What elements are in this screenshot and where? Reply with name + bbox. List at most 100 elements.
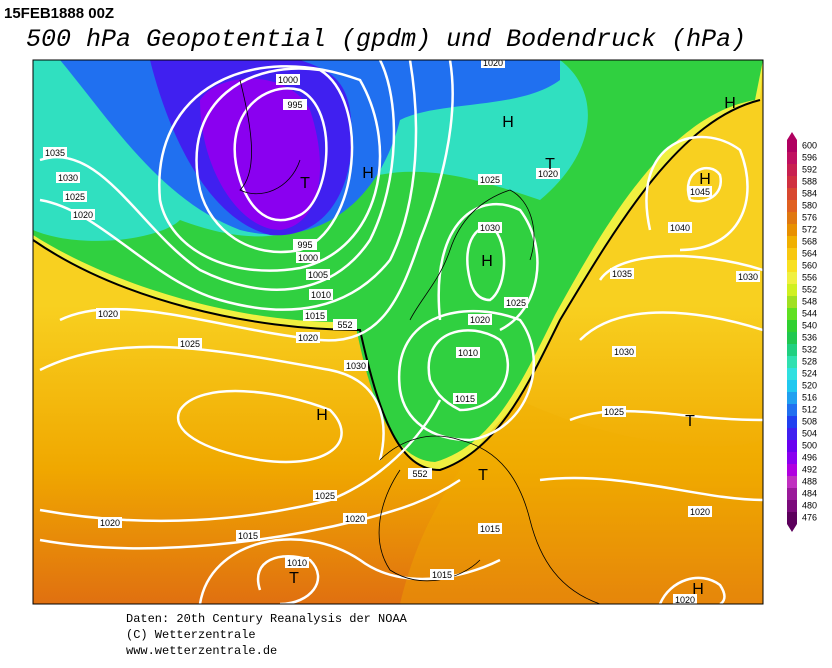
pressure-label: 1005 xyxy=(308,270,328,280)
pressure-center: T xyxy=(545,156,555,173)
colorbar-swatch xyxy=(787,464,797,476)
pressure-label: 1015 xyxy=(238,531,258,541)
label-box xyxy=(504,297,528,308)
colorbar-label: 480 xyxy=(802,500,817,510)
pressure-label: 995 xyxy=(297,240,312,250)
colorbar-label: 512 xyxy=(802,404,817,414)
pressure-labels: 1020 1000 995 1035 1030 1025 1020 995 1000 1005 10… xyxy=(43,58,760,605)
colorbar-swatch xyxy=(787,152,797,164)
colorbar-label: 568 xyxy=(802,236,817,246)
colorbar-label: 536 xyxy=(802,332,817,342)
pressure-label: 1030 xyxy=(58,173,78,183)
pressure-label: 995 xyxy=(287,100,302,110)
colorbar-swatch xyxy=(787,140,797,152)
pressure-label: 1015 xyxy=(480,524,500,534)
label-box xyxy=(430,569,454,580)
label-box xyxy=(478,174,502,185)
label-box xyxy=(306,269,330,280)
pressure-center: H xyxy=(699,171,711,188)
colorbar-label: 504 xyxy=(802,428,817,438)
label-box xyxy=(344,360,368,371)
pressure-label: 1015 xyxy=(455,394,475,404)
pressure-label: 1020 xyxy=(298,333,318,343)
pressure-label: 1020 xyxy=(345,514,365,524)
label-box xyxy=(303,310,327,321)
label-box xyxy=(478,222,502,233)
colorbar-label: 552 xyxy=(802,284,817,294)
pressure-label: 1020 xyxy=(675,595,695,605)
label-box xyxy=(296,252,320,263)
colorbar-swatch xyxy=(787,356,797,368)
pressure-center: H xyxy=(316,407,328,424)
footer-line: www.wetterzentrale.de xyxy=(126,644,277,658)
label-box xyxy=(283,99,307,110)
title: 500 hPa Geopotential (gpdm) und Bodendru… xyxy=(26,25,746,54)
colorbar-label: 520 xyxy=(802,380,817,390)
pressure-center: H xyxy=(724,95,736,112)
label-box xyxy=(43,147,67,158)
label-box xyxy=(285,557,309,568)
label-box xyxy=(456,347,480,358)
pressure-label: 552 xyxy=(412,469,427,479)
label-box xyxy=(408,468,432,479)
pressure-label: 1020 xyxy=(483,58,503,68)
colorbar-swatch xyxy=(787,296,797,308)
colorbar-label: 576 xyxy=(802,212,817,222)
pressure-label: 1025 xyxy=(315,491,335,501)
colorbar-label: 584 xyxy=(802,188,817,198)
pressure-label: 1020 xyxy=(690,507,710,517)
colorbar-swatch xyxy=(787,452,797,464)
purple-zone xyxy=(200,78,320,230)
label-box xyxy=(536,168,560,179)
pressure-label: 1045 xyxy=(690,187,710,197)
colorbar-label: 588 xyxy=(802,176,817,186)
colorbar-label: 564 xyxy=(802,248,817,258)
label-box xyxy=(688,506,712,517)
colorbar-label: 600 xyxy=(802,140,817,150)
pressure-label: 1025 xyxy=(604,407,624,417)
pressure-label: 1040 xyxy=(670,223,690,233)
label-box xyxy=(309,289,333,300)
colorbar-swatch xyxy=(787,176,797,188)
orange-zone xyxy=(400,400,763,604)
colorbar-label: 524 xyxy=(802,368,817,378)
pressure-label: 1020 xyxy=(470,315,490,325)
label-box xyxy=(343,513,367,524)
colorbar-swatch xyxy=(787,332,797,344)
colorbar-swatch xyxy=(787,476,797,488)
label-box xyxy=(481,60,505,68)
colorbar-swatch xyxy=(787,236,797,248)
label-box xyxy=(668,222,692,233)
colorbar-label: 516 xyxy=(802,392,817,402)
colorbar-label: 572 xyxy=(802,224,817,234)
colorbar-swatch xyxy=(787,164,797,176)
pressure-centers: H H T H T H H H T T T H xyxy=(289,95,736,598)
pressure-label: 1015 xyxy=(305,311,325,321)
label-box xyxy=(736,271,760,282)
pressure-label: 1010 xyxy=(287,558,307,568)
colorbar-swatch xyxy=(787,500,797,512)
colorbar-swatch xyxy=(787,344,797,356)
colorbar-label: 560 xyxy=(802,260,817,270)
label-box xyxy=(453,393,477,404)
label-box xyxy=(333,319,357,330)
colorbar-swatch xyxy=(787,512,797,524)
label-box xyxy=(293,239,317,250)
pressure-center: T xyxy=(300,175,310,192)
colorbar-label: 484 xyxy=(802,488,817,498)
label-box xyxy=(56,172,80,183)
colorbar-swatch xyxy=(787,224,797,236)
pressure-center: T xyxy=(478,467,488,484)
pressure-label: 1015 xyxy=(432,570,452,580)
colorbar-label: 528 xyxy=(802,356,817,366)
colorbar-label: 592 xyxy=(802,164,817,174)
label-box xyxy=(63,191,87,202)
label-box xyxy=(276,74,300,85)
colorbar-swatch xyxy=(787,428,797,440)
pressure-label: 1025 xyxy=(506,298,526,308)
label-box xyxy=(612,346,636,357)
colorbar-label: 544 xyxy=(802,308,817,318)
colorbar-swatch xyxy=(787,284,797,296)
colorbar-swatch xyxy=(787,248,797,260)
pressure-center: H xyxy=(481,253,493,270)
